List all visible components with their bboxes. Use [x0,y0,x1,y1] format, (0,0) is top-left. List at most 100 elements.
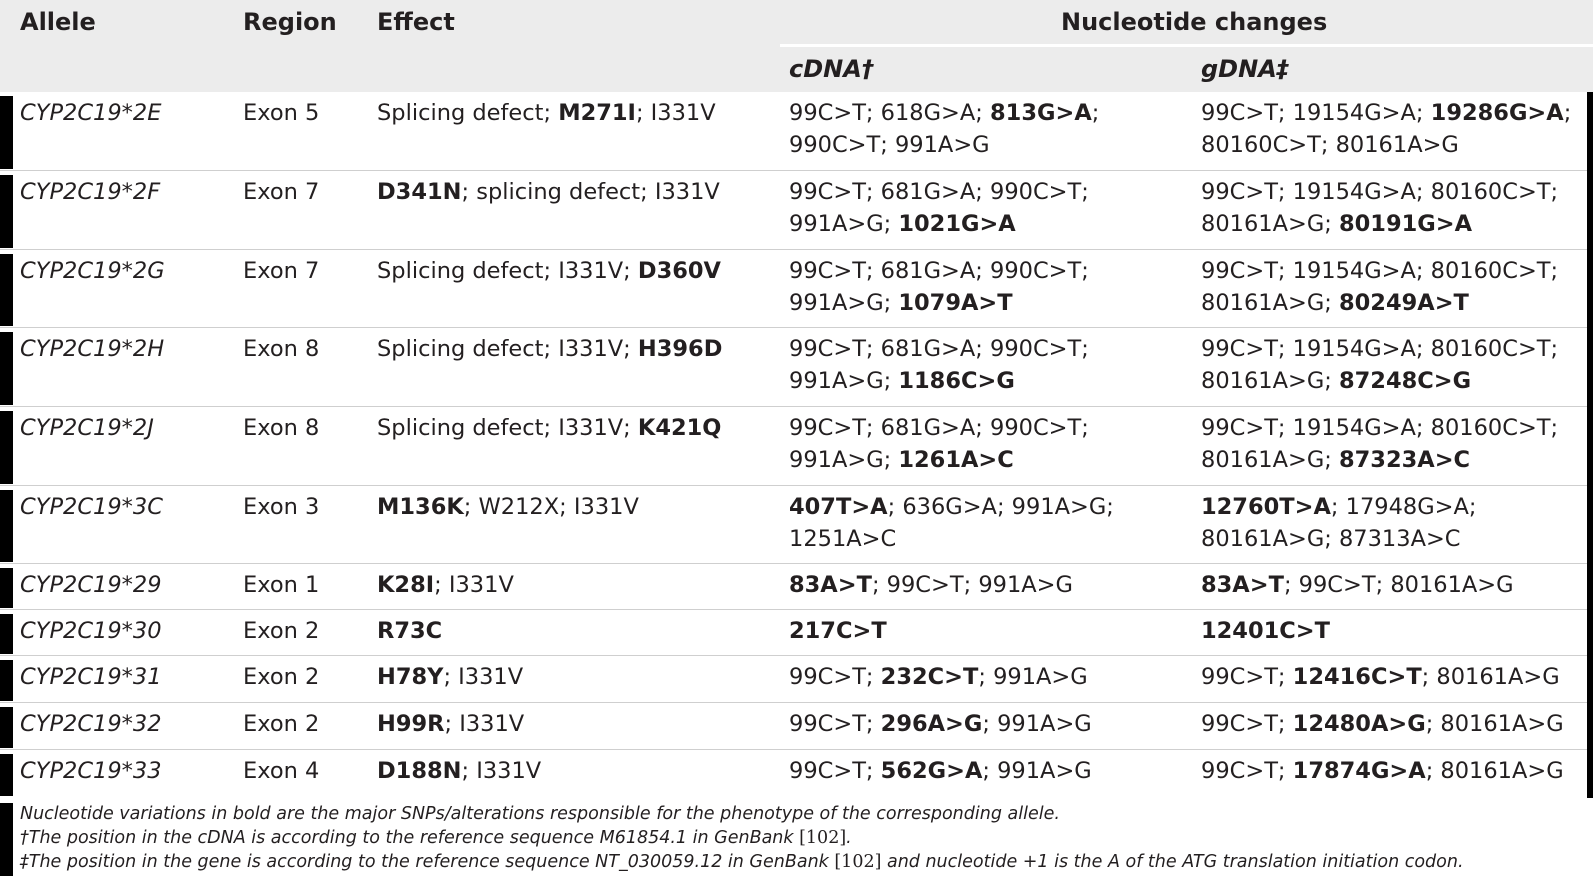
major-variant: D188N [377,758,462,784]
cell-gdna-line: 99C>T; 12480A>G; 80161A>G [1201,708,1564,740]
cell-allele-text: CYP2C19*29 [20,572,162,598]
variant-text: ; I331V [434,572,514,598]
cell-gdna-line: 99C>T; 19154G>A; 19286G>A; [1201,97,1571,129]
cell-cdna: 217C>T [789,615,887,647]
cell-cdna-line: 991A>G; 1186C>G [789,365,1089,397]
cell-effect: Splicing defect; I331V; D360V [377,255,721,287]
table-row: CYP2C19*2F Exon 7 D341N; splicing defect; … [0,171,1593,250]
cell-effect: Splicing defect; I331V; K421Q [377,412,721,444]
cell-allele-text: CYP2C19*3C [20,494,163,520]
major-variant: D360V [637,258,721,284]
table-row: CYP2C19*2H Exon 8 Splicing defect; I331V; … [0,328,1593,407]
cell-cdna-line: 99C>T; 562G>A; 991A>G [789,755,1092,787]
variant-text: 99C>T; 681G>A; 990C>T; [789,336,1089,362]
cell-gdna-line: 80160C>T; 80161A>G [1201,129,1571,161]
cell-region: Exon 4 [243,755,319,787]
table-row: CYP2C19*29 Exon 1 K28I; I331V 83A>T; 99C>T;… [0,564,1593,610]
col-header-nucleotide-changes: Nucleotide changes [1061,8,1328,36]
footnote-gdna-ref: [102] [834,852,882,872]
major-variant: 19286G>A [1430,100,1564,126]
major-variant: K28I [377,572,435,598]
major-variant: 1079A>T [898,290,1013,316]
variant-text: ; 636G>A; 991A>G; [887,494,1114,520]
major-variant: 80191G>A [1339,211,1473,237]
cell-gdna: 99C>T; 17874G>A; 80161A>G [1201,755,1564,787]
variant-text: 991A>G; [789,211,899,237]
cell-cdna-line: 991A>G; 1079A>T [789,287,1089,319]
row-divider [0,609,1587,610]
major-variant: 217C>T [789,618,887,644]
cell-cdna-line: 990C>T; 991A>G [789,129,1099,161]
col-header-gdna: gDNA‡ [1201,55,1289,83]
cell-effect: R73C [377,615,442,647]
cell-gdna: 99C>T; 19154G>A; 80160C>T; 80161A>G; 8019… [1201,176,1558,240]
cell-allele: CYP2C19*2H [20,333,164,365]
cell-effect: M136K; W212X; I331V [377,491,639,523]
cell-allele-text: CYP2C19*2H [20,336,165,362]
variant-text: ; 80161A>G [1421,664,1560,690]
table-row: CYP2C19*32 Exon 2 H99R; I331V 99C>T; 296A>G… [0,703,1593,750]
cell-cdna: 99C>T; 681G>A; 990C>T; 991A>G; 1021G>A [789,176,1089,240]
row-marker-bar [0,254,13,326]
variant-text: 80161A>G; [1201,368,1339,394]
major-variant: 232C>T [880,664,979,690]
cell-region-text: Exon 3 [243,494,320,520]
cell-gdna: 12760T>A; 17948G>A; 80161A>G; 87313A>C [1201,491,1476,555]
major-variant: D341N [377,179,462,205]
major-variant: 407T>A [789,494,888,520]
major-variant: 12416C>T [1292,664,1422,690]
variant-text: 99C>T; [1201,758,1293,784]
row-divider [0,406,1587,407]
cell-allele-text: CYP2C19*33 [20,758,162,784]
cell-gdna-line: 99C>T; 17874G>A; 80161A>G [1201,755,1564,787]
variant-text: ; splicing defect; I331V [461,179,720,205]
variant-text: 991A>G; [789,447,899,473]
footnote-gdna-text: ‡The position in the gene is according t… [20,852,835,872]
table-row: CYP2C19*2J Exon 8 Splicing defect; I331V; … [0,407,1593,486]
cell-region-text: Exon 8 [243,336,320,362]
major-variant: 87248C>G [1339,368,1472,394]
cell-allele: CYP2C19*3C [20,491,163,523]
footnote-cdna: †The position in the cDNA is according t… [20,826,852,850]
cell-allele-text: CYP2C19*2E [20,100,162,126]
cell-effect-line: Splicing defect; I331V; D360V [377,255,721,287]
cell-effect-line: K28I; I331V [377,569,514,601]
cell-allele-text: CYP2C19*32 [20,711,162,737]
cell-cdna-line: 99C>T; 681G>A; 990C>T; [789,255,1089,287]
table-right-border [1587,92,1593,798]
variant-text: ; 991A>G [982,711,1092,737]
cell-effect: Splicing defect; M271I; I331V [377,97,716,129]
variant-text: ; [1091,100,1100,126]
variant-text: 80160C>T; 80161A>G [1201,132,1459,158]
row-marker-bar [0,707,13,748]
cell-allele: CYP2C19*29 [20,569,162,601]
cell-gdna-line: 80161A>G; 87248C>G [1201,365,1558,397]
row-marker-bar [0,332,13,405]
cell-gdna: 99C>T; 12416C>T; 80161A>G [1201,661,1560,693]
cell-cdna-line: 99C>T; 232C>T; 991A>G [789,661,1088,693]
variant-text: ; I331V [635,100,716,126]
variant-text: 99C>T; 618G>A; [789,100,991,126]
cell-allele: CYP2C19*32 [20,708,162,740]
variant-text: ; 80161A>G [1425,711,1564,737]
variant-text: 99C>T; 681G>A; 990C>T; [789,258,1089,284]
cell-region-text: Exon 4 [243,758,320,784]
row-marker-bar [0,568,13,608]
cell-effect-line: D341N; splicing defect; I331V [377,176,720,208]
cell-allele-text: CYP2C19*2F [20,179,161,205]
row-marker-bar [0,614,13,654]
major-variant: 17874G>A [1292,758,1426,784]
variant-text: 80161A>G; [1201,290,1339,316]
major-variant: 12480A>G [1292,711,1426,737]
col-header-allele: Allele [20,8,96,36]
cell-effect: K28I; I331V [377,569,514,601]
cell-effect-line: Splicing defect; M271I; I331V [377,97,716,129]
cell-gdna: 99C>T; 19154G>A; 19286G>A; 80160C>T; 8016… [1201,97,1571,161]
cell-gdna: 99C>T; 19154G>A; 80160C>T; 80161A>G; 8724… [1201,333,1558,397]
variant-text: 99C>T; 19154G>A; 80160C>T; [1201,258,1559,284]
variant-text: 99C>T; [1201,664,1293,690]
cell-cdna-line: 99C>T; 681G>A; 990C>T; [789,176,1089,208]
col-header-cdna: cDNA† [789,55,874,83]
cell-cdna: 83A>T; 99C>T; 991A>G [789,569,1073,601]
cell-effect-line: D188N; I331V [377,755,541,787]
